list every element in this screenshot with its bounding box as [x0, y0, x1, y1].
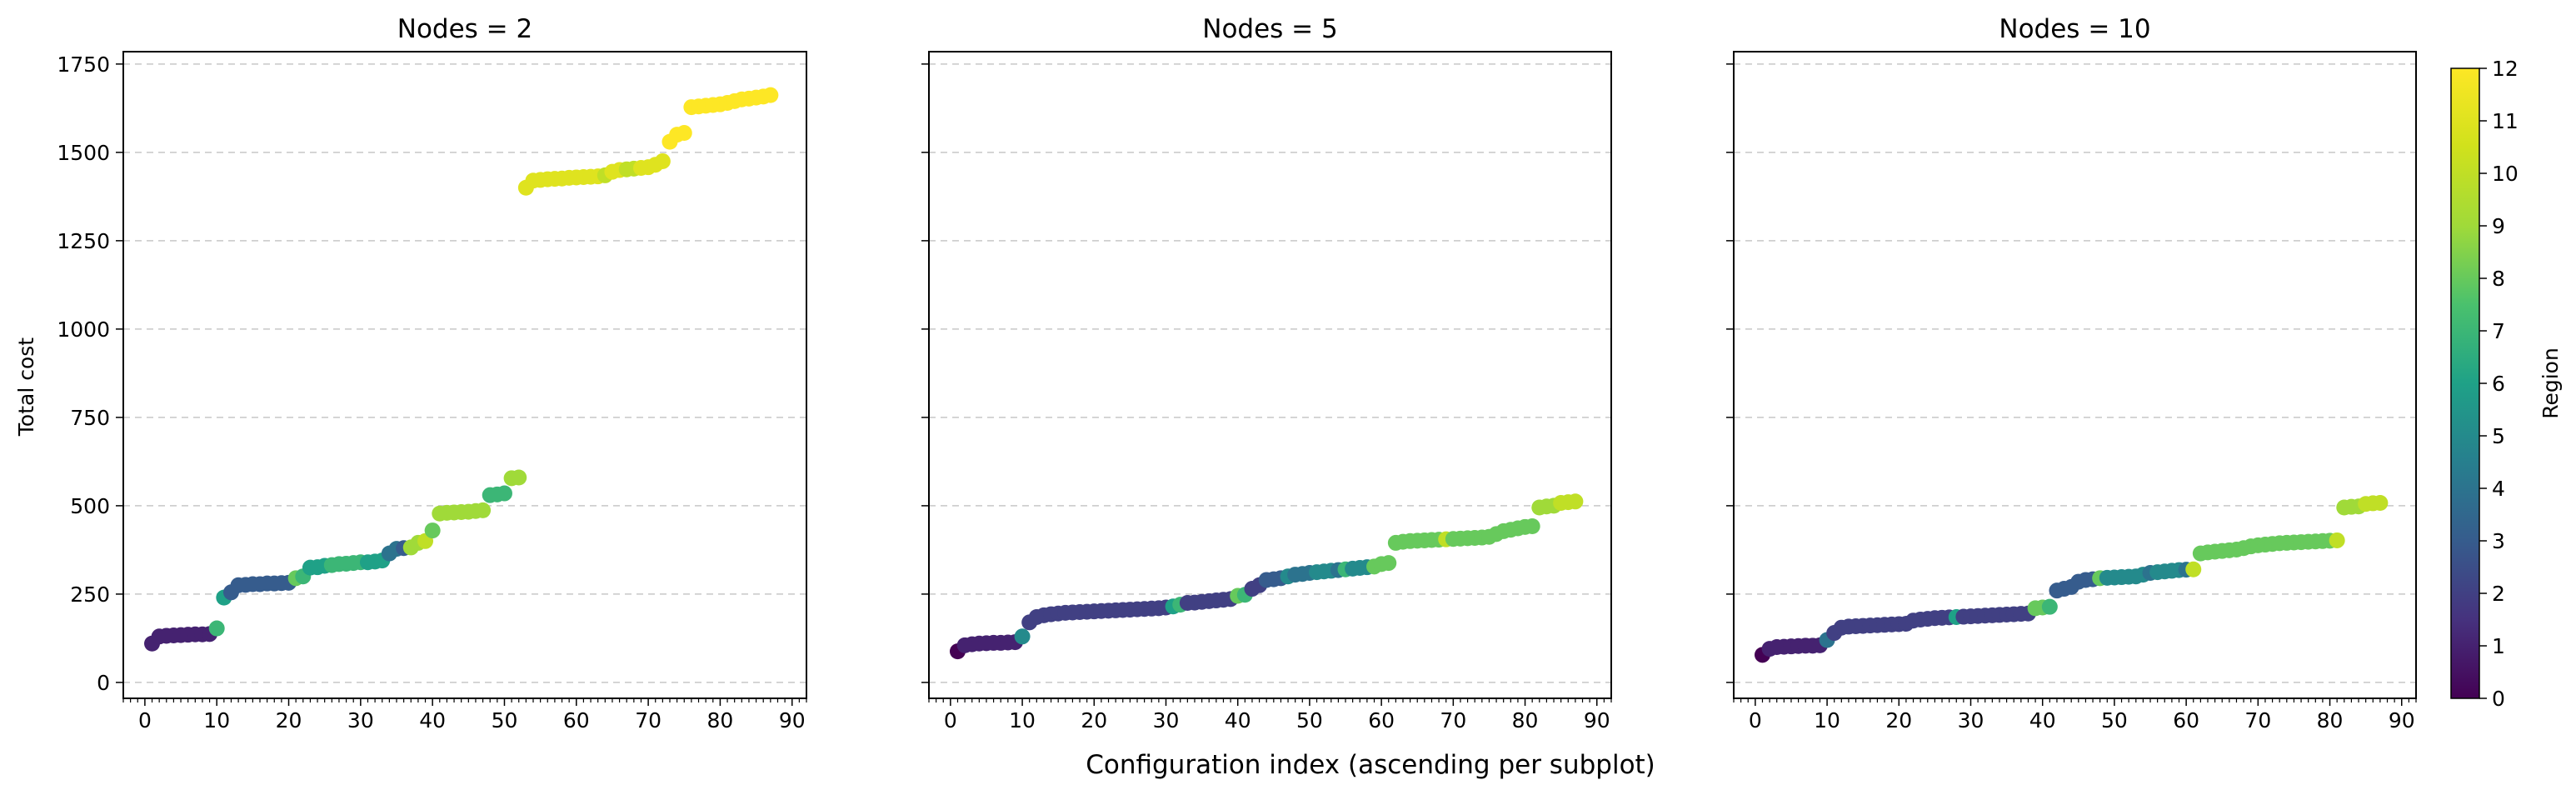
x-tick-label: 60	[563, 708, 590, 732]
colorbar-tick-label: 1	[2492, 634, 2505, 658]
subplot-title: Nodes = 10	[1999, 14, 2150, 44]
x-tick-label: 10	[203, 708, 230, 732]
data-point	[1567, 493, 1584, 510]
subplot-title: Nodes = 5	[1202, 14, 1337, 44]
x-tick-label: 50	[2101, 708, 2128, 732]
x-tick-label: 0	[944, 708, 957, 732]
x-tick-label: 70	[1440, 708, 1466, 732]
y-tick-label: 1750	[57, 52, 110, 77]
colorbar-tick-label: 11	[2492, 109, 2519, 133]
x-tick-label: 70	[635, 708, 661, 732]
y-tick-label: 1000	[57, 318, 110, 342]
colorbar-tick-label: 8	[2492, 267, 2505, 291]
colorbar-tick-label: 3	[2492, 529, 2505, 553]
y-tick-label: 0	[97, 671, 110, 695]
x-tick-label: 90	[2389, 708, 2415, 732]
x-tick-label: 30	[1958, 708, 1984, 732]
data-point	[2185, 561, 2202, 578]
y-tick-label: 250	[70, 582, 110, 607]
colorbar-tick-label: 12	[2492, 57, 2519, 81]
x-axis-super-label: Configuration index (ascending per subpl…	[1086, 750, 1655, 780]
data-point	[511, 469, 527, 486]
data-point	[2329, 532, 2345, 548]
colorbar-tick-label: 10	[2492, 162, 2519, 186]
x-tick-label: 10	[1009, 708, 1036, 732]
x-tick-label: 50	[1296, 708, 1323, 732]
subplot-title: Nodes = 2	[397, 14, 532, 44]
data-point	[208, 620, 225, 637]
data-point	[496, 485, 512, 502]
data-point	[2372, 495, 2389, 512]
x-tick-label: 80	[1512, 708, 1539, 732]
x-tick-label: 40	[419, 708, 446, 732]
data-point	[762, 87, 779, 103]
y-tick-label: 1500	[57, 141, 110, 165]
colorbar-tick-label: 6	[2492, 372, 2505, 396]
x-tick-label: 30	[1153, 708, 1180, 732]
x-tick-label: 90	[1584, 708, 1610, 732]
axes-frame	[122, 51, 807, 699]
data-point	[424, 522, 441, 539]
colorbar-tick-label: 9	[2492, 214, 2505, 238]
x-tick-label: 30	[347, 708, 374, 732]
data-point	[2041, 598, 2058, 615]
x-tick-label: 70	[2244, 708, 2271, 732]
x-tick-label: 0	[138, 708, 152, 732]
x-tick-label: 0	[1749, 708, 1762, 732]
colorbar-tick-label: 4	[2492, 477, 2505, 501]
x-tick-label: 60	[1368, 708, 1395, 732]
data-point	[475, 502, 492, 518]
x-tick-label: 40	[1225, 708, 1251, 732]
subplot-nodes-5: 0 10 20 30 40 50 60 70 80 90 Nodes = 5	[921, 14, 1612, 732]
x-tick-label: 20	[1081, 708, 1107, 732]
subplot-nodes-10: 0 10 20 30 40 50 60 70 80 90 Nodes = 10	[1726, 14, 2417, 732]
colorbar-tick-label: 0	[2492, 687, 2505, 711]
y-tick-label: 750	[70, 406, 110, 430]
colorbar-gradient	[2450, 68, 2480, 699]
data-point	[1524, 518, 1540, 534]
colorbar-tick-label: 2	[2492, 582, 2505, 606]
axes-frame	[1733, 51, 2417, 699]
x-tick-label: 20	[276, 708, 302, 732]
x-tick-label: 50	[492, 708, 518, 732]
x-tick-label: 90	[779, 708, 806, 732]
x-tick-label: 80	[2317, 708, 2344, 732]
colorbar-label: Region	[2539, 348, 2563, 419]
y-tick-label: 500	[70, 494, 110, 518]
y-axis-label: Total cost	[14, 338, 38, 437]
x-tick-label: 80	[707, 708, 734, 732]
x-tick-label: 10	[1814, 708, 1840, 732]
y-tick-label: 1250	[57, 229, 110, 253]
x-tick-label: 20	[1885, 708, 1912, 732]
data-point	[676, 125, 692, 142]
x-tick-label: 40	[2029, 708, 2056, 732]
axes-frame	[928, 51, 1612, 699]
colorbar-tick-label: 5	[2492, 424, 2505, 448]
colorbar-tick-label: 7	[2492, 319, 2505, 343]
x-tick-label: 60	[2173, 708, 2199, 732]
data-point	[1380, 555, 1397, 572]
data-point	[1014, 628, 1031, 645]
subplot-nodes-2: 0 250 500 750 1000 1250 1500 1750 0 10 20 30 40 50 60 7…	[57, 14, 807, 732]
data-point	[654, 152, 671, 169]
